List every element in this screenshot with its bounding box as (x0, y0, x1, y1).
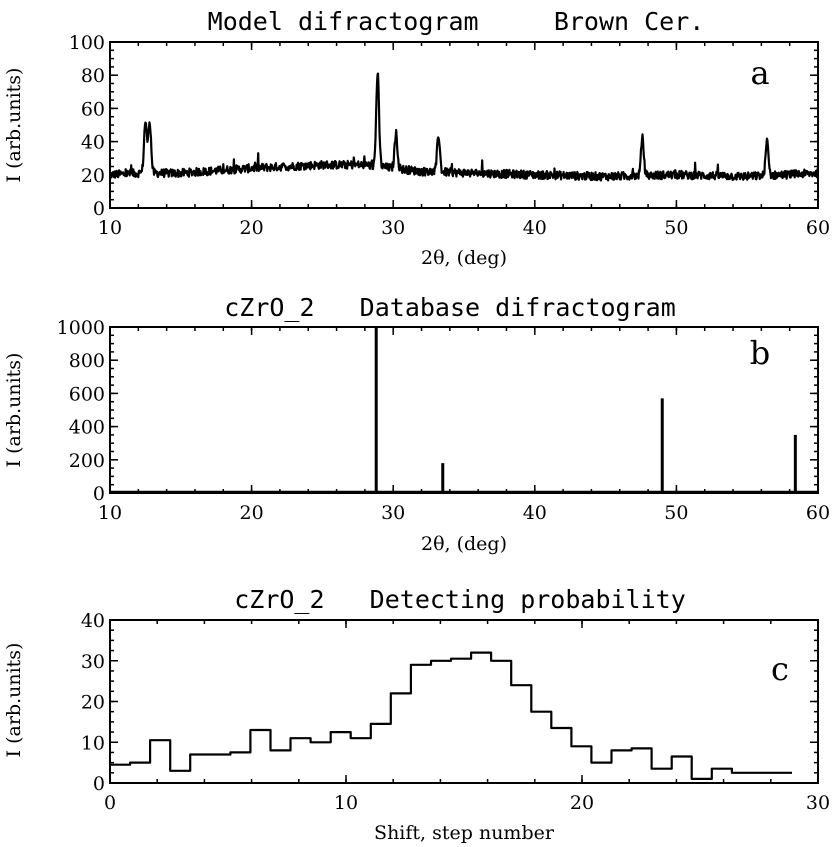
y-tick-label: 0 (93, 773, 105, 795)
y-tick-label: 0 (93, 483, 105, 505)
x-tick-label: 40 (523, 502, 547, 524)
x-tick-label: 40 (523, 217, 547, 239)
panel-a-title: Model difractogram Brown Cer. (208, 7, 705, 36)
panel-b-bars (110, 327, 818, 494)
panel-c-letter: c (771, 650, 789, 688)
panel-c-frame (109, 619, 819, 784)
y-tick-label: 100 (69, 32, 105, 54)
y-tick-label: 80 (81, 65, 105, 87)
panel-a-xlabel: 2θ, (deg) (421, 247, 507, 269)
y-tick-label: 20 (81, 692, 105, 714)
panel-c: cZrO_2 Detecting probability 0 10 20 30 0 10 2… (3, 585, 830, 844)
x-tick-label: 0 (104, 792, 116, 814)
y-tick-label: 1000 (57, 317, 105, 339)
x-tick-label: 10 (98, 502, 122, 524)
panel-c-xlabel: Shift, step number (374, 822, 555, 844)
x-tick-label: 30 (806, 792, 830, 814)
y-tick-label: 600 (69, 383, 105, 405)
panel-a-frame (109, 41, 819, 209)
x-tick-label: 10 (334, 792, 358, 814)
panel-b-letter: b (750, 334, 770, 372)
y-tick-label: 40 (81, 132, 105, 154)
panel-a-letter: a (750, 54, 769, 92)
panel-a-trace (109, 72, 820, 182)
y-tick-label: 40 (81, 610, 105, 632)
panel-b-xlabel: 2θ, (deg) (421, 533, 507, 555)
y-tick-label: 60 (81, 98, 105, 120)
y-tick-label: 200 (69, 450, 105, 472)
panel-c-step-trace (110, 651, 792, 780)
y-tick-label: 10 (81, 732, 105, 754)
panel-b: cZrO_2 Database difractogram 10 20 30 40 50 6… (3, 293, 830, 555)
panel-b-title: cZrO_2 Database difractogram (224, 293, 676, 322)
panel-c-ylabel: I (arb.units) (3, 643, 25, 758)
panel-a-ylabel: I (arb.units) (3, 68, 25, 183)
x-tick-label: 60 (806, 502, 830, 524)
x-tick-label: 30 (381, 217, 405, 239)
y-tick-label: 400 (69, 417, 105, 439)
panel-b-ylabel: I (arb.units) (3, 353, 25, 468)
panel-c-ticks: 0 10 20 30 0 10 20 30 40 (81, 610, 830, 814)
y-tick-label: 20 (81, 165, 105, 187)
panel-c-title: cZrO_2 Detecting probability (234, 585, 686, 614)
x-tick-label: 50 (664, 502, 688, 524)
x-tick-label: 50 (664, 217, 688, 239)
panel-a-ticks: 10 20 30 40 50 60 0 20 40 60 80 100 (69, 32, 830, 239)
y-tick-label: 30 (81, 651, 105, 673)
y-tick-label: 0 (93, 198, 105, 220)
x-tick-label: 20 (240, 502, 264, 524)
y-tick-label: 800 (69, 350, 105, 372)
panel-a: Model difractogram Brown Cer. 10 20 30 40 50… (3, 7, 830, 269)
x-tick-label: 60 (806, 217, 830, 239)
x-tick-label: 30 (381, 502, 405, 524)
x-tick-label: 20 (570, 792, 594, 814)
x-tick-label: 20 (240, 217, 264, 239)
x-tick-label: 10 (98, 217, 122, 239)
panel-b-frame (109, 326, 819, 494)
